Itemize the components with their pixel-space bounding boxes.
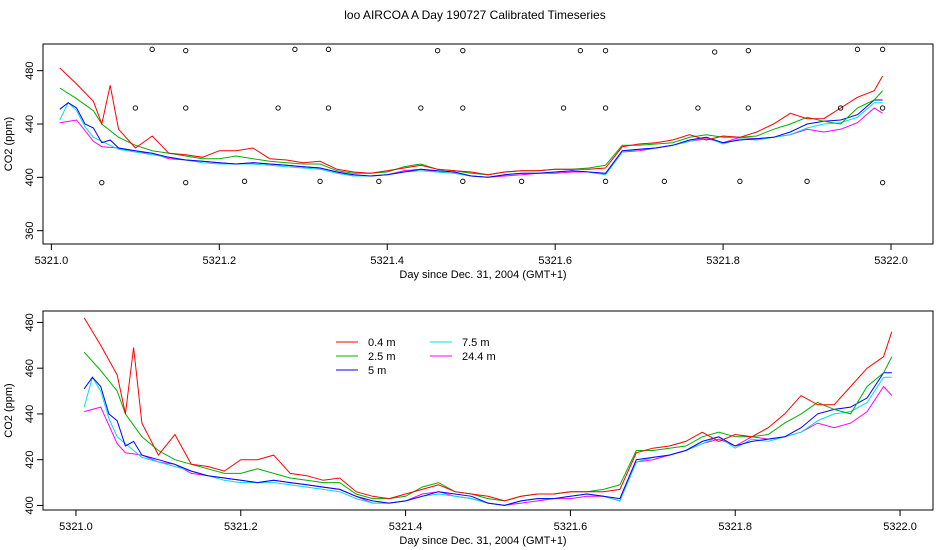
x-tick-label: 5321.2 [202,255,236,267]
data-marker [376,178,382,184]
data-marker [560,105,567,111]
x-tick-label: 5321.0 [59,521,93,533]
series-line-7-5-m [83,376,892,506]
data-marker [879,46,886,52]
data-marker [292,46,298,52]
data-marker [241,178,248,184]
plot-area [83,317,893,506]
legend-label: 7.5 m [462,337,490,349]
y-tick-label: 440 [24,115,36,133]
data-marker [695,105,701,111]
x-tick-label: 5321.8 [718,521,752,533]
series-line-0-4-m [83,317,893,502]
y-tick-label: 480 [24,61,36,79]
series-line-7-5-m [59,101,883,178]
y-tick-label: 420 [24,450,36,468]
data-marker [434,48,441,54]
data-marker [602,105,609,111]
data-marker [325,46,332,52]
series-line-2-5-m [83,351,893,502]
data-marker [804,178,810,184]
data-marker [854,46,861,52]
y-axis-label: CO2 (ppm) [3,117,15,171]
data-marker [518,178,525,184]
data-marker [460,178,466,184]
series-line-24-4-m [59,107,883,178]
y-tick-label: 460 [24,359,36,377]
legend-label: 24.4 m [462,351,496,363]
x-tick-label: 5321.6 [538,255,572,267]
data-marker [418,105,424,111]
legend-label: 5 m [368,365,386,377]
data-marker [602,178,609,184]
x-axis-label: Day since Dec. 31, 2004 (GMT+1) [399,269,566,281]
data-marker [183,48,189,54]
data-marker [460,105,466,111]
legend: 0.4 m 2.5 m 5 m 7.5 m 24.4 m [336,337,496,377]
series-line-5-m [83,372,892,506]
data-marker [132,105,139,111]
series-line-2-5-m [59,87,883,176]
data-marker [745,105,751,111]
x-tick-label: 5321.2 [224,521,258,533]
data-marker [837,105,844,111]
series-line-24-4-m [84,385,893,506]
data-marker [879,180,886,186]
plot-area [59,46,886,186]
data-marker [317,178,323,184]
y-tick-label: 400 [24,496,36,514]
x-tick-label: 5321.8 [706,255,740,267]
y-tick-label: 400 [24,168,36,186]
y-tick-label: 480 [24,313,36,331]
y-axis-label: CO2 (ppm) [3,383,15,437]
data-marker [149,46,155,52]
data-marker [602,48,609,54]
data-marker [183,105,189,111]
x-tick-label: 5322.0 [874,255,908,267]
data-marker [712,49,718,55]
figure-title: loo AIRCOA A Day 190727 Calibrated Times… [344,8,605,22]
data-marker [661,178,667,184]
x-tick-label: 5321.0 [35,255,69,267]
x-tick-label: 5321.4 [389,521,423,533]
series-line-0-4-m [59,67,884,176]
data-marker [577,48,584,54]
chart-panel-top: 5321.0 5321.2 5321.4 5321.6 5321.8 5322.0 360 4… [3,43,934,281]
x-tick-label: 5321.4 [370,255,404,267]
data-marker [879,105,886,111]
x-axis-label: Day since Dec. 31, 2004 (GMT+1) [399,535,566,547]
y-tick-label: 440 [24,405,36,423]
series-line-5-m [59,99,883,178]
plot-frame [42,310,934,511]
data-marker [325,105,332,111]
legend-label: 2.5 m [368,351,396,363]
chart-panel-bottom: 5321.0 5321.2 5321.4 5321.6 5321.8 5322.0 400 4… [3,310,934,547]
data-marker [745,48,751,54]
x-tick-label: 5322.0 [883,521,917,533]
data-marker [737,178,743,184]
data-marker [99,180,105,186]
data-marker [183,180,189,186]
plot-frame [42,43,934,245]
data-marker [275,105,281,111]
legend-label: 0.4 m [368,337,396,349]
x-tick-label: 5321.6 [554,521,588,533]
y-tick-label: 360 [24,221,36,239]
data-marker [460,48,466,54]
